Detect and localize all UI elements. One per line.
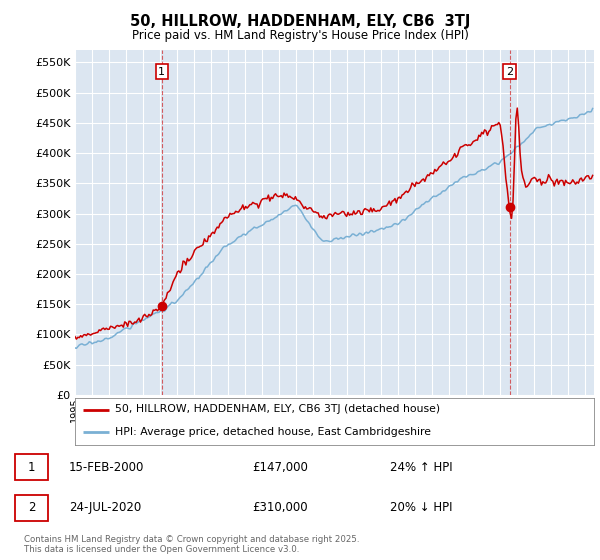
Text: 50, HILLROW, HADDENHAM, ELY, CB6 3TJ (detached house): 50, HILLROW, HADDENHAM, ELY, CB6 3TJ (de… [115,404,440,414]
FancyBboxPatch shape [15,494,48,521]
Text: 15-FEB-2000: 15-FEB-2000 [69,460,145,474]
Text: 24% ↑ HPI: 24% ↑ HPI [390,460,452,474]
Text: 50, HILLROW, HADDENHAM, ELY, CB6  3TJ: 50, HILLROW, HADDENHAM, ELY, CB6 3TJ [130,14,470,29]
Text: 2: 2 [28,501,35,515]
Text: £147,000: £147,000 [252,460,308,474]
Text: 20% ↓ HPI: 20% ↓ HPI [390,501,452,515]
Text: 1: 1 [28,460,35,474]
Text: HPI: Average price, detached house, East Cambridgeshire: HPI: Average price, detached house, East… [115,427,431,437]
Text: 24-JUL-2020: 24-JUL-2020 [69,501,141,515]
Text: £310,000: £310,000 [252,501,308,515]
Text: Contains HM Land Registry data © Crown copyright and database right 2025.
This d: Contains HM Land Registry data © Crown c… [24,535,359,554]
Text: 2: 2 [506,67,514,77]
Text: Price paid vs. HM Land Registry's House Price Index (HPI): Price paid vs. HM Land Registry's House … [131,29,469,42]
Text: 1: 1 [158,67,165,77]
FancyBboxPatch shape [15,454,48,480]
